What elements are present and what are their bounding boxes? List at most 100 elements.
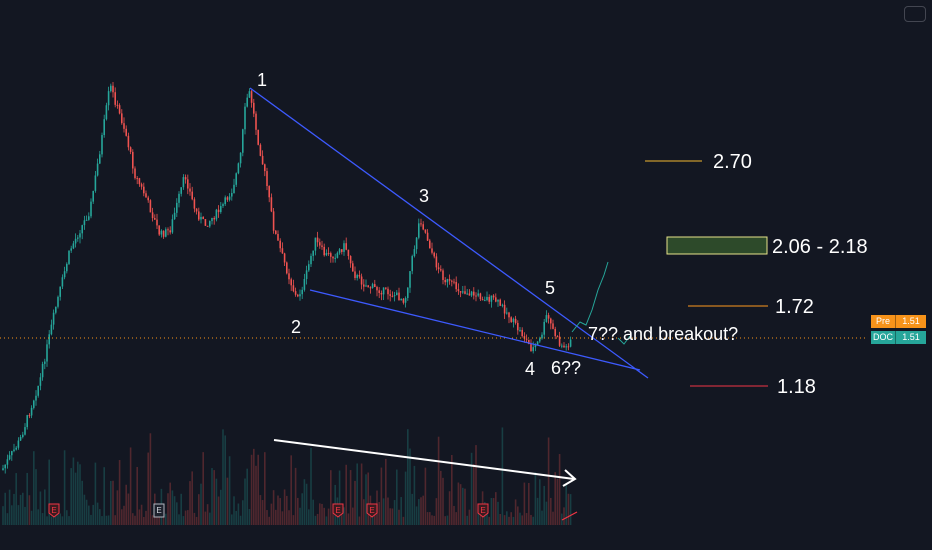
volume-bar-179: [396, 469, 398, 525]
candle-body-120: [266, 171, 268, 187]
volume-bar-188: [415, 506, 418, 525]
volume-bar-94: [209, 512, 211, 525]
volume-bar-132: [292, 515, 295, 525]
volume-bar-249: [550, 497, 552, 525]
volume-bar-155: [343, 507, 345, 525]
candle-body-3: [8, 455, 11, 460]
volume-bar-101: [224, 435, 226, 525]
candle-body-112: [248, 91, 251, 98]
candle-body-210: [464, 291, 466, 294]
candle-body-221: [488, 296, 490, 302]
candle-body-244: [539, 338, 541, 342]
candle-body-145: [321, 245, 323, 247]
candle-body-222: [490, 295, 493, 302]
volume-bar-149: [330, 470, 332, 525]
event-marker-4[interactable]: E: [366, 503, 378, 518]
event-marker-5[interactable]: E: [477, 503, 489, 518]
candle-body-58: [129, 147, 132, 152]
candle-body-32: [72, 243, 75, 249]
volume-bar-26: [59, 513, 61, 525]
volume-bar-181: [400, 497, 402, 525]
volume-bar-85: [189, 481, 191, 525]
volume-bar-5: [13, 493, 15, 525]
volume-bar-160: [354, 480, 356, 525]
volume-bar-257: [567, 493, 570, 525]
candle-body-179: [396, 292, 398, 296]
candle-body-36: [81, 225, 83, 234]
candle-body-133: [294, 291, 297, 295]
volume-bar-126: [279, 498, 281, 525]
candle-body-57: [127, 135, 130, 148]
volume-bar-90: [200, 483, 202, 525]
volume-bar-59: [132, 513, 134, 525]
candle-body-108: [239, 152, 242, 164]
candle-body-208: [459, 291, 462, 293]
candle-body-88: [195, 208, 198, 212]
volume-bar-217: [479, 512, 482, 525]
candle-body-13: [30, 407, 33, 416]
volume-bar-198: [437, 436, 440, 525]
candle-body-248: [547, 315, 550, 319]
volume-bar-29: [66, 510, 68, 525]
candle-body-215: [475, 295, 477, 297]
candle-body-157: [347, 249, 350, 257]
volume-bar-226: [499, 514, 501, 525]
candle-body-44: [99, 154, 101, 164]
candle-body-200: [442, 270, 444, 280]
volume-bar-100: [222, 429, 224, 525]
volume-bar-230: [508, 516, 510, 525]
volume-bar-74: [165, 513, 167, 525]
event-marker-1[interactable]: E: [48, 503, 60, 518]
volume-bar-2: [6, 513, 9, 525]
volume-bar-105: [233, 496, 235, 525]
candle-body-86: [191, 191, 193, 200]
volume-bar-247: [545, 501, 548, 525]
candle-body-241: [532, 347, 534, 352]
candle-body-74: [165, 229, 167, 237]
upper-trendline: [249, 87, 649, 379]
volume-bar-254: [561, 513, 563, 525]
candle-body-104: [231, 193, 233, 197]
volume-bar-64: [143, 516, 145, 525]
volume-bar-11: [26, 472, 28, 525]
volume-bar-58: [129, 447, 132, 525]
candle-body-21: [48, 334, 50, 345]
volume-bar-159: [352, 507, 354, 525]
volume-bar-129: [286, 495, 288, 525]
candle-body-69: [154, 218, 156, 220]
volume-bar-120: [266, 510, 268, 525]
candle-body-167: [369, 287, 372, 289]
candle-body-154: [341, 249, 343, 252]
candle-body-92: [204, 219, 207, 226]
candle-body-0: [2, 468, 4, 470]
candle-body-27: [61, 277, 64, 287]
volume-bar-67: [149, 433, 152, 525]
candle-body-250: [552, 323, 554, 329]
volume-bar-192: [424, 467, 427, 525]
candle-body-149: [330, 253, 332, 257]
volume-bar-98: [217, 496, 220, 525]
volume-bar-144: [319, 503, 321, 525]
candle-body-176: [389, 294, 391, 296]
candle-body-77: [171, 219, 174, 233]
volume-bar-24: [55, 513, 57, 525]
volume-bar-222: [490, 497, 493, 525]
candle-body-30: [68, 250, 70, 264]
candle-body-64: [143, 186, 145, 194]
volume-bar-19: [44, 489, 46, 525]
svg-text:E: E: [480, 506, 485, 515]
volume-bar-84: [187, 510, 189, 525]
event-marker-2[interactable]: E: [153, 503, 165, 518]
candle-body-35: [79, 233, 81, 238]
candle-body-166: [367, 285, 369, 288]
chart-settings-button[interactable]: [904, 6, 926, 22]
volume-bar-125: [277, 495, 279, 525]
candle-body-138: [305, 270, 308, 279]
volume-bar-108: [239, 515, 242, 525]
candle-body-146: [323, 246, 325, 256]
candle-body-129: [286, 262, 288, 274]
volume-bar-174: [385, 458, 387, 525]
event-marker-3[interactable]: E: [332, 503, 344, 518]
candle-body-185: [409, 271, 411, 288]
